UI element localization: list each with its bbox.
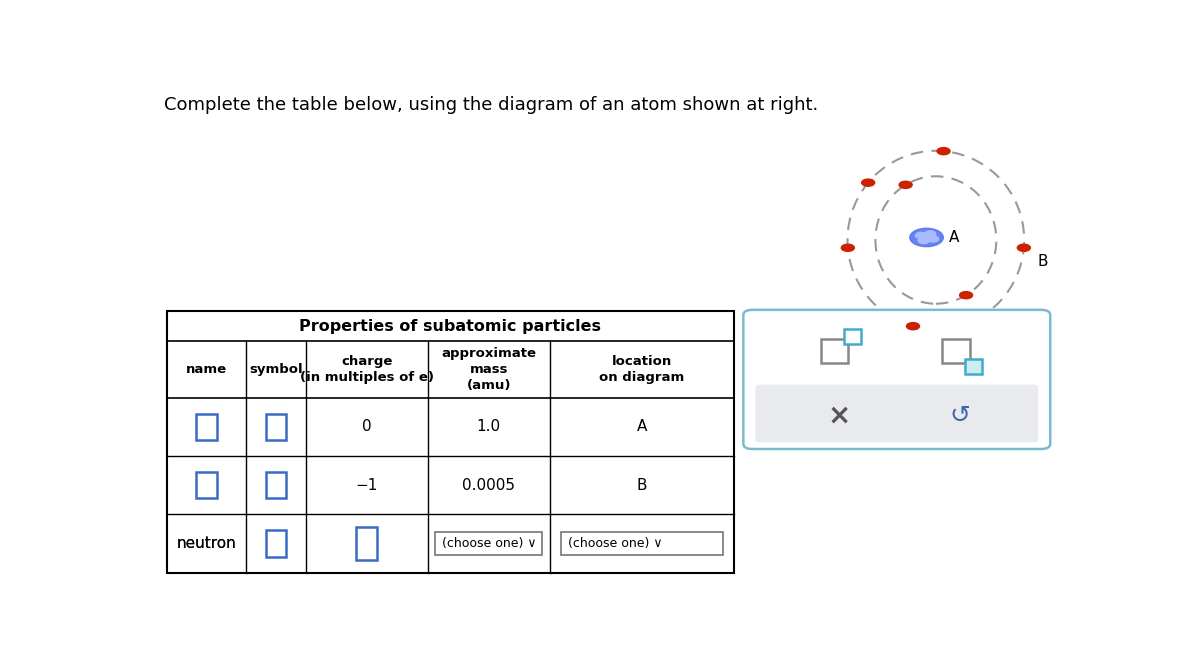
Circle shape (916, 232, 926, 238)
Text: B: B (1038, 254, 1049, 269)
Circle shape (910, 228, 943, 247)
Bar (436, 532, 542, 555)
Text: ↺: ↺ (949, 404, 971, 428)
Circle shape (918, 238, 929, 244)
Bar (560, 532, 722, 555)
Text: Complete the table below, using the diagram of an atom shown at right.: Complete the table below, using the diag… (164, 96, 818, 114)
Circle shape (922, 234, 934, 240)
Text: approximate
mass
(amu): approximate mass (amu) (442, 347, 536, 392)
Circle shape (1018, 244, 1031, 252)
Text: Properties of subatomic particles: Properties of subatomic particles (299, 319, 601, 334)
Bar (942, 340, 970, 363)
Bar (821, 340, 848, 363)
Text: ×: × (828, 402, 851, 430)
Text: A: A (949, 230, 959, 245)
Circle shape (841, 244, 854, 252)
Bar (197, 472, 217, 498)
Text: B: B (637, 478, 647, 493)
Text: 0: 0 (362, 419, 372, 434)
Bar (265, 472, 286, 498)
Circle shape (937, 148, 950, 155)
Circle shape (960, 292, 972, 299)
Text: name: name (186, 363, 227, 376)
Text: neutron: neutron (176, 536, 236, 551)
FancyBboxPatch shape (756, 385, 1038, 442)
Bar (265, 414, 286, 440)
Text: A: A (637, 419, 647, 434)
Text: −1: −1 (355, 478, 378, 493)
Circle shape (899, 181, 912, 189)
FancyBboxPatch shape (743, 310, 1050, 449)
Bar (197, 414, 217, 440)
Circle shape (862, 179, 875, 186)
Bar (844, 329, 860, 344)
Text: neutron: neutron (176, 536, 236, 551)
Text: (choose one) ∨: (choose one) ∨ (568, 537, 662, 550)
Bar (356, 527, 377, 560)
Circle shape (925, 231, 936, 237)
Text: location
on diagram: location on diagram (599, 355, 684, 384)
Circle shape (928, 236, 938, 242)
Circle shape (906, 322, 919, 330)
Bar (965, 359, 982, 374)
Text: 1.0: 1.0 (476, 419, 500, 434)
Bar (265, 530, 286, 557)
Bar (167, 311, 734, 573)
Text: 0.0005: 0.0005 (462, 478, 515, 493)
Text: symbol: symbol (250, 363, 302, 376)
Text: charge
(in multiples of e): charge (in multiples of e) (300, 355, 433, 384)
Text: (choose one) ∨: (choose one) ∨ (443, 537, 536, 550)
